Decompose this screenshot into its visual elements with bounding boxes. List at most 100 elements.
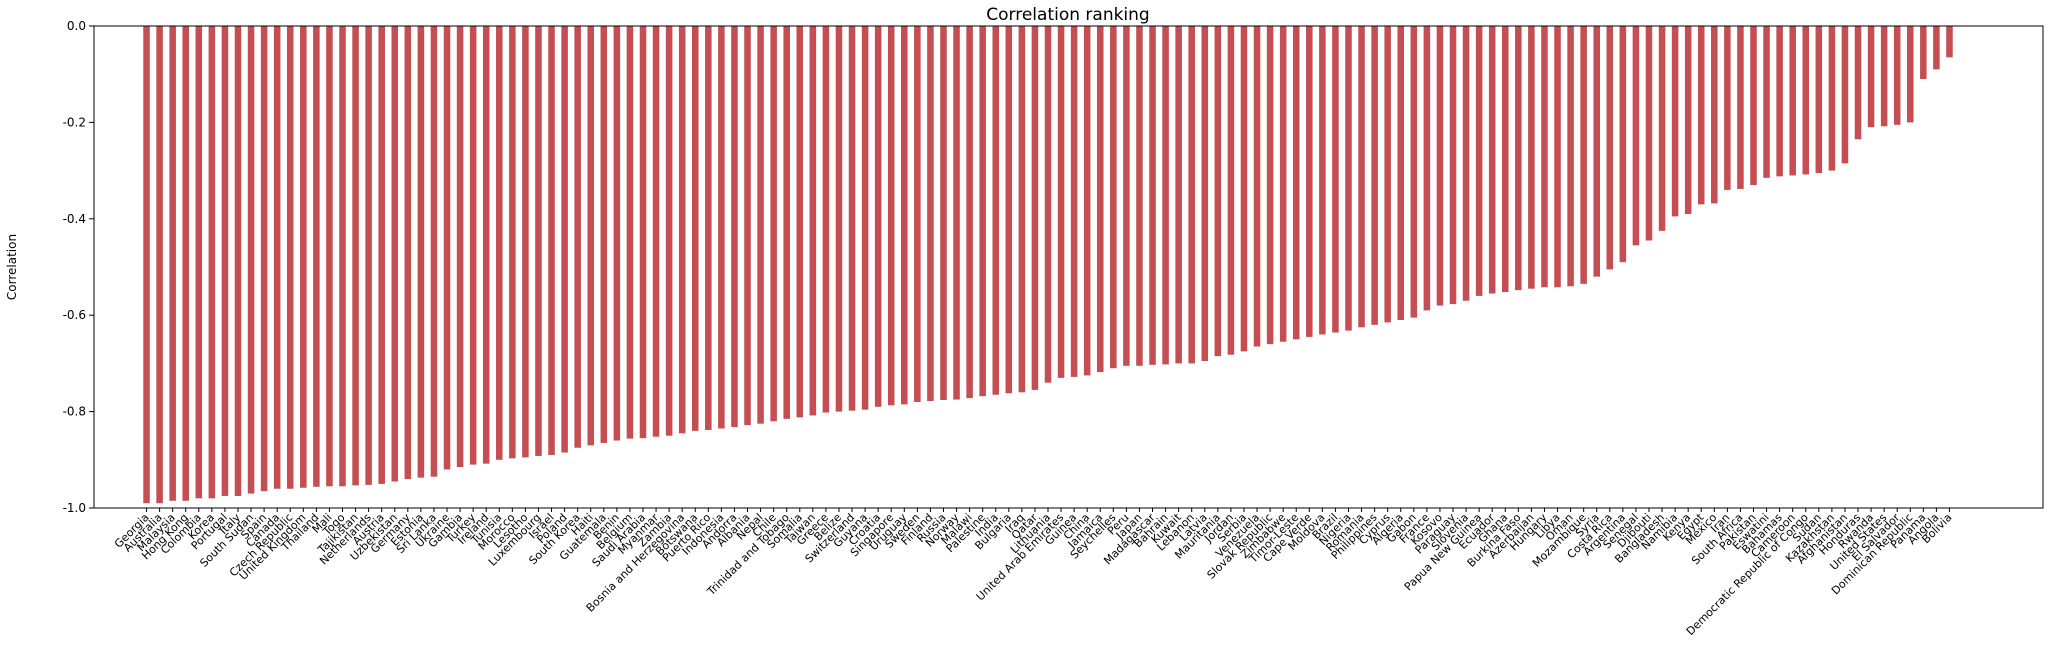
- bar: [1658, 26, 1666, 231]
- bar: [1384, 26, 1391, 323]
- bar: [509, 26, 516, 459]
- bar: [927, 26, 934, 401]
- bar: [1907, 26, 1914, 123]
- bar: [979, 26, 986, 397]
- bar: [522, 26, 529, 458]
- bar: [1697, 26, 1705, 205]
- bar: [404, 26, 412, 480]
- bar: [1462, 26, 1470, 301]
- bar: [1397, 26, 1405, 321]
- bar: [652, 26, 660, 437]
- bar: [1031, 26, 1039, 390]
- bar: [469, 26, 477, 465]
- bar: [496, 26, 503, 460]
- bar: [1240, 26, 1248, 352]
- bar: [744, 26, 751, 426]
- bar: [705, 26, 712, 430]
- bar: [796, 26, 804, 418]
- bar: [953, 26, 960, 400]
- bar: [887, 26, 895, 406]
- bar: [326, 26, 333, 487]
- bar: [1162, 26, 1169, 365]
- bar: [1423, 26, 1431, 311]
- bar: [1593, 26, 1600, 277]
- bar: [718, 26, 725, 429]
- bar: [678, 26, 686, 434]
- bar: [417, 26, 425, 478]
- bar: [783, 26, 790, 419]
- bar: [169, 26, 176, 501]
- bar: [1567, 26, 1574, 287]
- y-tick-label: 0.0: [67, 19, 86, 33]
- bar: [1841, 26, 1849, 164]
- bar: [835, 26, 843, 412]
- bar: [940, 26, 947, 401]
- bar: [809, 26, 817, 416]
- bar: [1946, 26, 1953, 58]
- y-tick-label: -0.8: [63, 405, 86, 419]
- bar: [1854, 26, 1862, 140]
- bar: [430, 26, 438, 477]
- bar: [901, 26, 908, 405]
- bar: [535, 26, 542, 456]
- bar: [482, 26, 490, 464]
- bar: [1724, 26, 1731, 190]
- bar: [339, 26, 346, 487]
- y-tick-label: -0.2: [63, 115, 86, 129]
- bar: [639, 26, 647, 439]
- bar: [182, 26, 189, 501]
- bar: [731, 26, 738, 428]
- y-tick-label: -0.4: [63, 212, 86, 226]
- bar: [300, 26, 307, 488]
- bar: [861, 26, 869, 410]
- bar: [992, 26, 1000, 395]
- bar: [1175, 26, 1182, 364]
- bar: [1345, 26, 1352, 331]
- bar: [1580, 26, 1587, 284]
- bar: [221, 26, 229, 496]
- bar: [1828, 26, 1836, 171]
- bar: [1410, 26, 1418, 318]
- y-tick-label: -0.6: [63, 308, 86, 322]
- bar: [1253, 26, 1261, 347]
- bar: [770, 26, 777, 422]
- bar: [1070, 26, 1078, 377]
- bar: [914, 26, 921, 402]
- bar: [1763, 26, 1770, 178]
- bar: [195, 26, 203, 499]
- bar: [1515, 26, 1522, 291]
- bar: [600, 26, 608, 443]
- bar: [1750, 26, 1757, 186]
- bar: [1201, 26, 1209, 361]
- bar: [1554, 26, 1561, 288]
- bar: [156, 26, 163, 504]
- bar: [1671, 26, 1679, 217]
- bar: [391, 26, 399, 482]
- bar: [626, 26, 634, 439]
- bar: [1632, 26, 1640, 246]
- bar: [1266, 26, 1274, 345]
- bar: [456, 26, 464, 468]
- bar: [1815, 26, 1823, 174]
- bar: [378, 26, 385, 484]
- bar: [1371, 26, 1378, 325]
- bar: [247, 26, 255, 494]
- bar: [1802, 26, 1810, 175]
- bar: [1606, 26, 1614, 270]
- bar: [1488, 26, 1496, 294]
- bar: [1057, 26, 1065, 378]
- bar: [757, 26, 764, 424]
- bar: [1893, 26, 1901, 125]
- bar: [1110, 26, 1117, 369]
- bar: [1880, 26, 1888, 127]
- bar: [1541, 26, 1548, 288]
- bar: [1619, 26, 1627, 263]
- bar: [352, 26, 359, 486]
- bar: [1319, 26, 1326, 335]
- bar: [1306, 26, 1313, 337]
- bar: [1933, 26, 1940, 70]
- bar: [1149, 26, 1156, 365]
- bar: [1279, 26, 1287, 342]
- bar: [1789, 26, 1796, 176]
